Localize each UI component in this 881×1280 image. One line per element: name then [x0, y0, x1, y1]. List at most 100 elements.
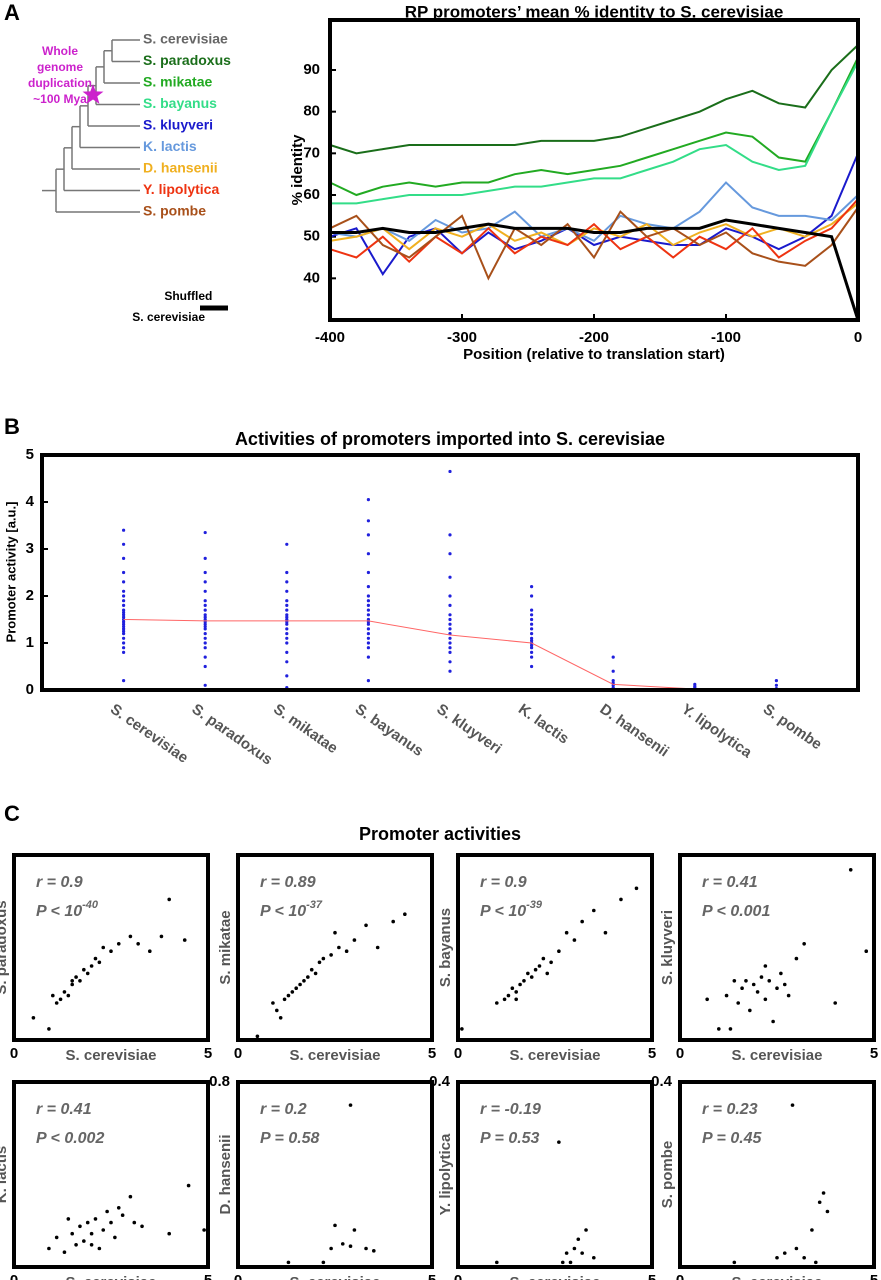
data-point	[775, 986, 779, 990]
data-point	[70, 979, 74, 983]
data-point	[116, 942, 121, 946]
y-tick-label: 0.4	[651, 1073, 673, 1090]
data-point	[101, 1228, 106, 1232]
x-axis-label: S. cerevisiae	[66, 1274, 157, 1280]
stat-r: r = 0.9	[480, 874, 527, 891]
data-point	[89, 1231, 94, 1236]
data-point	[514, 997, 518, 1002]
y-tick-label: 0.8	[209, 1073, 230, 1090]
data-point	[448, 575, 452, 579]
data-point	[564, 930, 569, 935]
data-point	[748, 1008, 752, 1013]
data-point	[275, 1008, 279, 1013]
data-point	[317, 960, 322, 965]
x-axis-label: S. cerevisiae	[66, 1047, 157, 1064]
data-point	[634, 886, 639, 891]
panel-label: B	[4, 414, 20, 439]
data-point	[66, 1217, 71, 1221]
data-point	[366, 519, 370, 523]
data-point	[122, 570, 126, 575]
data-point	[294, 986, 299, 990]
y-axis-label: S. mikatae	[217, 910, 234, 984]
plot-frame	[40, 453, 860, 692]
data-point	[348, 1103, 353, 1107]
legend-label-line: Shuffled	[164, 289, 215, 303]
data-point	[744, 979, 748, 983]
data-point	[728, 1027, 733, 1031]
data-point	[732, 979, 737, 983]
data-point	[285, 636, 289, 640]
stat-r: r = 0.9	[36, 874, 83, 891]
data-point	[285, 617, 289, 622]
y-tick-label: 1	[26, 634, 34, 651]
data-point	[366, 622, 370, 626]
data-point	[810, 1228, 814, 1232]
legend-label: K. lactis	[143, 138, 197, 154]
data-point	[592, 908, 596, 913]
data-point	[271, 1001, 275, 1005]
data-point	[285, 542, 289, 546]
data-point	[724, 993, 729, 998]
stat-p: P = 0.45	[702, 1130, 763, 1147]
data-point	[767, 979, 772, 983]
data-point	[774, 683, 779, 687]
data-point	[58, 997, 63, 1002]
data-point	[116, 1206, 121, 1210]
data-point	[530, 608, 534, 612]
data-point	[448, 669, 452, 673]
data-point	[285, 599, 289, 603]
legend-label: S. kluyveri	[143, 117, 213, 133]
data-point	[122, 580, 126, 584]
x-axis-label: S. cerevisiae	[732, 1274, 823, 1280]
plot-frame	[678, 1080, 876, 1269]
data-point	[448, 533, 452, 537]
x-tick-label: 5	[870, 1045, 878, 1062]
data-point	[529, 975, 534, 979]
x-tick-label: 0	[854, 329, 862, 346]
y-tick-label: 80	[303, 103, 320, 120]
data-point	[113, 1235, 117, 1240]
data-point	[576, 1237, 581, 1242]
data-point	[333, 930, 337, 935]
data-point	[70, 982, 74, 987]
data-point	[775, 1255, 779, 1260]
data-point	[203, 683, 207, 687]
data-point	[285, 580, 289, 584]
data-point	[186, 1183, 191, 1188]
data-point	[611, 679, 615, 683]
data-point	[771, 1019, 775, 1024]
data-point	[306, 975, 310, 979]
data-point	[290, 990, 295, 994]
data-point	[794, 956, 799, 961]
data-point	[366, 594, 370, 598]
data-point	[122, 622, 126, 626]
data-point	[51, 993, 55, 998]
data-point	[549, 960, 553, 965]
data-point	[128, 934, 133, 939]
data-point	[285, 613, 289, 617]
data-point	[755, 990, 760, 994]
stat-p-text: P = 0.45	[702, 1130, 763, 1147]
data-point	[47, 1027, 51, 1031]
data-point	[344, 949, 349, 953]
annotation: ~100 Mya	[33, 92, 87, 106]
y-tick-label: 0.4	[429, 1073, 451, 1090]
y-axis-label: D. hansenii	[217, 1134, 234, 1214]
data-point	[814, 1260, 818, 1265]
data-point	[282, 997, 287, 1002]
stat-r: r = 0.89	[260, 874, 316, 891]
data-point	[506, 993, 511, 998]
data-point	[109, 1220, 113, 1225]
data-point	[530, 639, 534, 643]
data-point	[122, 615, 126, 619]
legend-label-line: S. cerevisiae	[132, 310, 205, 324]
data-point	[366, 617, 370, 622]
data-point	[366, 632, 370, 636]
data-point	[122, 627, 126, 631]
data-point	[736, 1001, 740, 1005]
data-point	[530, 632, 534, 636]
data-point	[74, 1243, 78, 1247]
y-tick-label: 90	[303, 61, 320, 78]
data-point	[751, 982, 756, 987]
data-point	[848, 868, 853, 872]
